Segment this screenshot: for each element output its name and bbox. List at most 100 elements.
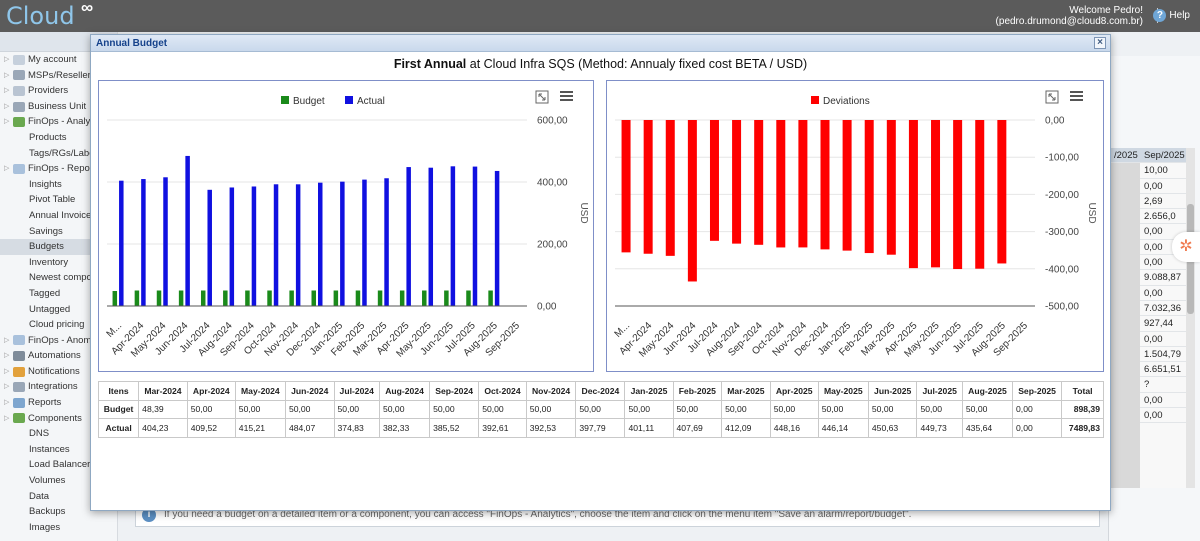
expand-icon[interactable]	[535, 90, 549, 104]
legend-swatch[interactable]	[345, 96, 353, 104]
sidebar-item-msps-resellers[interactable]: ▷ MSPs/Resellers	[0, 68, 117, 84]
bar-deviations-jul-2024[interactable]	[709, 120, 719, 241]
bar-budget-apr-2024[interactable]	[134, 290, 140, 307]
sidebar-item-volumes[interactable]: Volumes	[0, 473, 117, 489]
sidebar-item-components[interactable]: ▷ Components	[0, 411, 117, 427]
sidebar-item-instances[interactable]: Instances	[0, 442, 117, 458]
bar-actual-dec-2024[interactable]	[318, 182, 323, 306]
bar-budget-m[interactable]	[112, 290, 118, 306]
sidebar-item-tagged[interactable]: Tagged	[0, 286, 117, 302]
bar-deviations-feb-2025[interactable]	[864, 120, 874, 254]
bar-actual-jul-2025[interactable]	[472, 166, 478, 306]
bar-budget-may-2025[interactable]	[422, 290, 427, 307]
help-link[interactable]: ? Help	[1153, 9, 1190, 22]
bar-deviations-aug-2025[interactable]	[997, 120, 1007, 264]
chevron-right-icon[interactable]: ▷	[4, 71, 10, 79]
sidebar-item-cloud-pricing[interactable]: Cloud pricing	[0, 317, 117, 333]
bar-deviations-sep-2024[interactable]	[754, 120, 764, 245]
sidebar-item-insights[interactable]: Insights	[0, 177, 117, 193]
bar-budget-sep-2024[interactable]	[245, 290, 250, 307]
sidebar-item-notifications[interactable]: ▷ Notifications	[0, 364, 117, 380]
bar-actual-may-2025[interactable]	[428, 167, 434, 306]
bar-deviations-jul-2025[interactable]	[975, 120, 985, 269]
bar-budget-may-2024[interactable]	[156, 290, 162, 307]
bar-actual-mar-2025[interactable]	[384, 178, 389, 306]
sidebar-item-products[interactable]: Products	[0, 130, 117, 146]
chevron-right-icon[interactable]: ▷	[4, 399, 10, 407]
sidebar-item-inventory[interactable]: Inventory	[0, 255, 117, 271]
bar-actual-m[interactable]	[119, 180, 124, 306]
bar-deviations-jun-2024[interactable]	[687, 120, 697, 282]
chevron-right-icon[interactable]: ▷	[4, 414, 10, 422]
bar-actual-apr-2024[interactable]	[141, 179, 146, 306]
sidebar-item-backups[interactable]: Backups	[0, 504, 117, 520]
bar-deviations-mar-2025[interactable]	[886, 120, 896, 255]
sidebar-item-pivot-table[interactable]: Pivot Table	[0, 192, 117, 208]
sidebar-item-dns[interactable]: DNS	[0, 426, 117, 442]
sidebar-item-finops-reports[interactable]: ▷ FinOps - Reports	[0, 161, 117, 177]
bar-deviations-aug-2024[interactable]	[732, 120, 742, 244]
dialog-title-bar[interactable]: Annual Budget ×	[91, 35, 1110, 52]
chevron-right-icon[interactable]: ▷	[4, 118, 10, 126]
sidebar-item-finops-anomalies[interactable]: ▷ FinOps - Anomalies	[0, 333, 117, 349]
bar-budget-jun-2025[interactable]	[444, 290, 449, 307]
expand-icon[interactable]	[1045, 90, 1059, 104]
bar-actual-jul-2024[interactable]	[207, 189, 212, 306]
chevron-right-icon[interactable]: ▷	[4, 56, 10, 63]
bar-actual-aug-2024[interactable]	[229, 187, 235, 306]
sidebar-item-reports[interactable]: ▷ Reports	[0, 395, 117, 411]
bar-actual-aug-2025[interactable]	[494, 170, 500, 306]
bar-deviations-nov-2024[interactable]	[798, 120, 808, 248]
bar-deviations-may-2024[interactable]	[665, 120, 675, 256]
app-logo[interactable]: Cloud	[6, 2, 75, 30]
bar-budget-apr-2025[interactable]	[399, 290, 405, 307]
bar-actual-jun-2025[interactable]	[450, 166, 456, 306]
bar-deviations-m[interactable]	[621, 120, 631, 253]
legend-swatch[interactable]	[281, 96, 289, 104]
bar-budget-dec-2024[interactable]	[311, 290, 317, 307]
chevron-right-icon[interactable]: ▷	[4, 383, 10, 391]
hamburger-menu-icon[interactable]	[560, 91, 573, 101]
bar-actual-oct-2024[interactable]	[273, 184, 279, 306]
bar-actual-apr-2025[interactable]	[406, 167, 411, 306]
bar-budget-jan-2025[interactable]	[333, 290, 339, 307]
sidebar-item-load-balancers[interactable]: Load Balancers	[0, 457, 117, 473]
bar-actual-may-2024[interactable]	[163, 177, 168, 306]
hamburger-menu-icon[interactable]	[1070, 91, 1083, 101]
bar-actual-feb-2025[interactable]	[362, 179, 367, 306]
bar-actual-jun-2024[interactable]	[185, 155, 190, 306]
bar-deviations-dec-2024[interactable]	[820, 120, 830, 250]
sidebar-item-annual-invoice[interactable]: Annual Invoice	[0, 208, 117, 224]
sidebar-item-budgets[interactable]: Budgets	[0, 239, 117, 255]
chevron-right-icon[interactable]: ▷	[4, 102, 10, 110]
legend-label-budget[interactable]: Budget	[293, 96, 325, 107]
sidebar-item-untagged[interactable]: Untagged	[0, 302, 117, 318]
sidebar-item-savings[interactable]: Savings	[0, 224, 117, 240]
sidebar-item-finops-analytics[interactable]: ▷ FinOps - Analytics	[0, 114, 117, 130]
bar-deviations-apr-2024[interactable]	[643, 120, 653, 254]
legend-label-actual[interactable]: Actual	[357, 96, 385, 107]
sidebar-item-tags-rgs-labels[interactable]: Tags/RGs/Labels	[0, 146, 117, 162]
bar-budget-oct-2024[interactable]	[267, 290, 272, 307]
bar-budget-mar-2025[interactable]	[377, 290, 383, 307]
bar-deviations-oct-2024[interactable]	[776, 120, 786, 248]
bar-budget-jun-2024[interactable]	[178, 290, 184, 307]
chevron-right-icon[interactable]: ▷	[4, 165, 10, 173]
legend-label-deviations[interactable]: Deviations	[823, 96, 870, 107]
bar-deviations-apr-2025[interactable]	[908, 120, 918, 269]
sidebar-item-data[interactable]: Data	[0, 489, 117, 505]
bar-budget-jul-2024[interactable]	[200, 290, 206, 307]
sidebar-item-my-account[interactable]: ▷ My account	[0, 52, 117, 68]
sidebar-item-providers[interactable]: ▷ Providers	[0, 83, 117, 99]
bar-deviations-may-2025[interactable]	[931, 120, 941, 268]
sidebar-item-business-unit[interactable]: ▷ Business Unit	[0, 99, 117, 115]
bar-actual-nov-2024[interactable]	[295, 184, 301, 306]
scrollbar[interactable]	[1186, 148, 1195, 488]
sidebar-item-automations[interactable]: ▷ Automations	[0, 348, 117, 364]
legend-swatch[interactable]	[811, 96, 819, 104]
bar-deviations-jun-2025[interactable]	[953, 120, 963, 270]
chevron-right-icon[interactable]: ▷	[4, 87, 10, 95]
bar-actual-sep-2024[interactable]	[251, 186, 257, 306]
chevron-right-icon[interactable]: ▷	[4, 336, 10, 344]
bar-budget-aug-2024[interactable]	[223, 290, 228, 307]
